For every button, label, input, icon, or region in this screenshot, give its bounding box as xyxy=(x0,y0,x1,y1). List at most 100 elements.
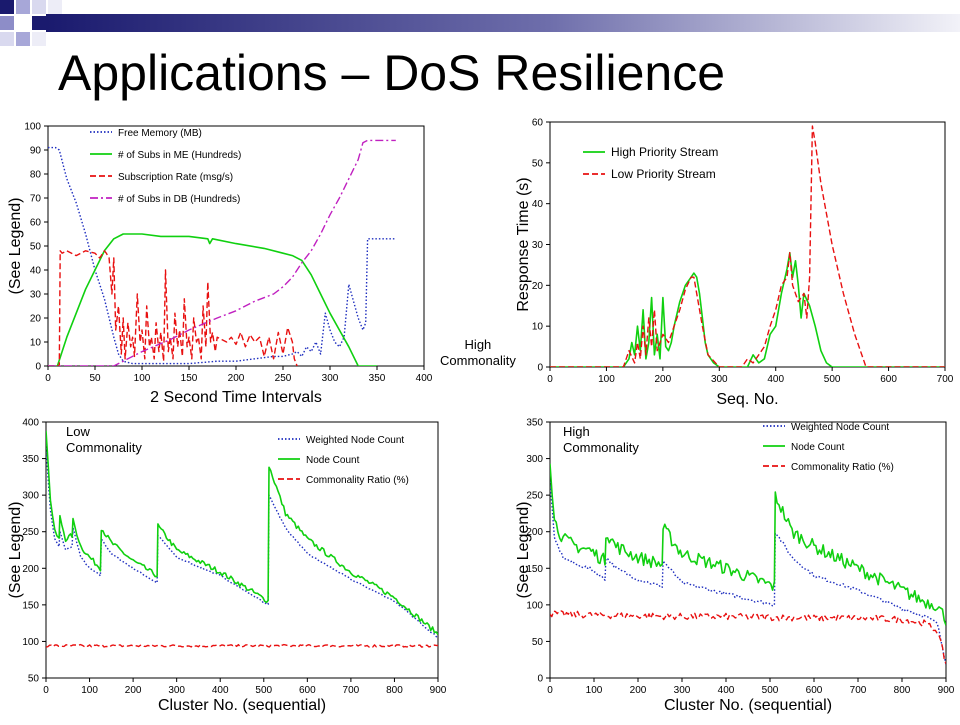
series-line-1 xyxy=(46,444,438,639)
y-tick-label: 80 xyxy=(30,170,42,181)
x-tick-label: 350 xyxy=(369,373,386,384)
y-tick-label: 150 xyxy=(526,564,543,575)
series-line-3 xyxy=(48,250,298,366)
x-axis-label: Cluster No. (sequential) xyxy=(664,697,832,714)
y-tick-label: 10 xyxy=(30,338,42,349)
y-tick-label: 30 xyxy=(30,290,42,301)
plot-frame xyxy=(549,121,946,368)
x-tick-label: 200 xyxy=(228,373,245,384)
x-tick-label: 50 xyxy=(89,373,101,384)
x-tick-label: 300 xyxy=(674,685,691,696)
annotation-low-commonality: Low Commonality xyxy=(66,424,142,455)
x-tick-label: 400 xyxy=(767,374,784,385)
x-tick-label: 500 xyxy=(255,685,272,696)
series-line-2 xyxy=(46,430,438,635)
chart-svg: 0 50 100 150 200 250 300 350 400 0 10 20 30 40 50 60 70 8… xyxy=(7,122,433,407)
y-tick-label: 30 xyxy=(532,240,544,251)
x-tick-label: 100 xyxy=(598,374,615,385)
y-tick-label: 0 xyxy=(35,362,41,373)
x-tick-label: 100 xyxy=(586,685,603,696)
y-tick-label: 40 xyxy=(532,199,544,210)
legend-label: Weighted Node Count xyxy=(791,422,889,433)
legend-label: # of Subs in ME (Hundreds) xyxy=(118,150,241,161)
y-tick-label: 200 xyxy=(22,564,39,575)
deco-square xyxy=(48,0,62,14)
legend-label: Subscription Rate (msg/s) xyxy=(118,172,233,183)
series-line-2 xyxy=(550,125,945,367)
y-axis-label: (See Legend) xyxy=(7,198,24,295)
x-axis-label: 2 Second Time Intervals xyxy=(150,389,322,406)
series-line-2 xyxy=(48,233,377,366)
annotation-high-commonality: High Commonality xyxy=(440,337,516,368)
legend-label: Weighted Node Count xyxy=(306,435,404,446)
chart-high-commonality: 0 100 200 300 400 500 600 700 800 900 0 50 100 150 200… xyxy=(508,410,960,720)
y-tick-label: 50 xyxy=(30,242,42,253)
y-tick-label: 70 xyxy=(30,194,42,205)
x-tick-label: 0 xyxy=(43,685,49,696)
x-tick-label: 400 xyxy=(212,685,229,696)
legend-label: Commonality Ratio (%) xyxy=(306,475,409,486)
x-tick-label: 300 xyxy=(168,685,185,696)
x-tick-label: 150 xyxy=(181,373,198,384)
x-tick-label: 600 xyxy=(880,374,897,385)
x-tick-label: 200 xyxy=(125,685,142,696)
x-tick-label: 250 xyxy=(275,373,292,384)
y-tick-label: 100 xyxy=(22,637,39,648)
plot-frame xyxy=(47,125,425,367)
x-tick-label: 900 xyxy=(430,685,447,696)
x-tick-label: 0 xyxy=(547,374,553,385)
y-axis-label: (See Legend) xyxy=(7,502,24,599)
deco-square xyxy=(32,0,46,14)
series-line-3 xyxy=(46,643,438,648)
deco-square xyxy=(0,32,14,46)
legend-label: Commonality Ratio (%) xyxy=(791,462,894,473)
y-tick-label: 350 xyxy=(22,454,39,465)
x-tick-label: 600 xyxy=(299,685,316,696)
y-tick-label: 250 xyxy=(526,491,543,502)
legend-label: Free Memory (MB) xyxy=(118,128,202,139)
y-tick-label: 200 xyxy=(526,527,543,538)
x-tick-label: 400 xyxy=(718,685,735,696)
series-line-3 xyxy=(550,610,946,664)
series-line-2 xyxy=(550,463,946,626)
y-tick-label: 50 xyxy=(532,637,544,648)
x-tick-label: 0 xyxy=(45,373,51,384)
y-tick-label: 300 xyxy=(22,491,39,502)
y-axis-label: Response Time (s) xyxy=(515,177,532,311)
y-tick-label: 10 xyxy=(532,322,544,333)
y-tick-label: 50 xyxy=(532,158,544,169)
y-tick-label: 350 xyxy=(526,418,543,429)
y-tick-label: 150 xyxy=(22,600,39,611)
plot-frame xyxy=(549,421,947,679)
x-tick-label: 0 xyxy=(547,685,553,696)
x-tick-label: 700 xyxy=(343,685,360,696)
legend-label: Low Priority Stream xyxy=(611,167,716,181)
legend-label: Node Count xyxy=(791,442,845,453)
y-tick-label: 400 xyxy=(22,418,39,429)
y-tick-label: 60 xyxy=(532,118,544,129)
x-axis-label: Cluster No. (sequential) xyxy=(158,697,326,714)
deco-square xyxy=(16,32,30,46)
legend-label: # of Subs in DB (Hundreds) xyxy=(118,194,240,205)
x-tick-label: 100 xyxy=(81,685,98,696)
x-axis-label: Seq. No. xyxy=(716,391,778,408)
y-tick-label: 100 xyxy=(24,122,41,133)
y-tick-label: 100 xyxy=(526,600,543,611)
chart-svg: 0 100 200 300 400 500 600 700 800 900 0 50 100 150 200… xyxy=(515,418,955,715)
deco-square xyxy=(16,16,30,30)
x-tick-label: 500 xyxy=(762,685,779,696)
title-bar xyxy=(46,14,960,32)
chart-memory-subscriptions: 0 50 100 150 200 250 300 350 400 0 10 20 30 40 50 60 70 8… xyxy=(0,112,440,412)
y-tick-label: 300 xyxy=(526,454,543,465)
page-title: Applications – DoS Resilience xyxy=(58,45,726,101)
y-tick-label: 0 xyxy=(537,363,543,374)
x-tick-label: 200 xyxy=(630,685,647,696)
deco-square xyxy=(16,0,30,14)
x-tick-label: 100 xyxy=(134,373,151,384)
deco-square xyxy=(0,0,14,14)
x-tick-label: 700 xyxy=(850,685,867,696)
series-line-1 xyxy=(48,146,396,365)
y-tick-label: 0 xyxy=(537,674,543,685)
plot-frame xyxy=(45,421,439,679)
chart-svg: 0 100 200 300 400 500 600 700 800 900 50 100 150 200 2… xyxy=(7,418,447,715)
